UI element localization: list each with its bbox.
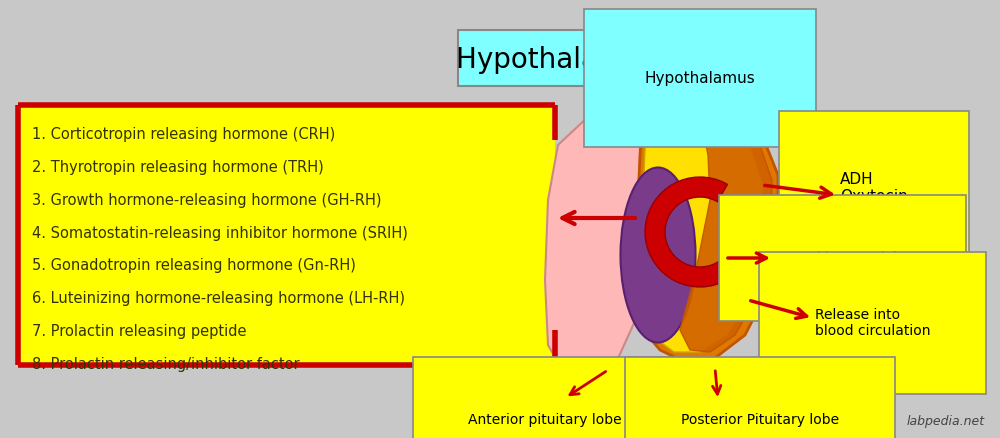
Polygon shape [635,100,778,362]
FancyBboxPatch shape [458,30,802,86]
Text: Stored in post. lobe: Stored in post. lobe [775,251,910,265]
Text: Release into
blood circulation: Release into blood circulation [815,308,930,338]
Text: Anterior pituitary lobe: Anterior pituitary lobe [468,413,622,427]
Polygon shape [660,100,695,130]
Text: Hypothalamus: Hypothalamus [645,71,755,85]
Text: 6. Luteinizing hormone-releasing hormone (LH-RH): 6. Luteinizing hormone-releasing hormone… [32,291,405,306]
Text: 3. Growth hormone-releasing hormone (GH-RH): 3. Growth hormone-releasing hormone (GH-… [32,193,382,208]
Text: 5. Gonadotropin releasing hormone (Gn-RH): 5. Gonadotropin releasing hormone (Gn-RH… [32,258,356,273]
Text: 7. Prolactin releasing peptide: 7. Prolactin releasing peptide [32,324,246,339]
Text: ADH
Oxytocin: ADH Oxytocin [840,172,908,204]
Text: 4. Somatostatin-releasing inhibitor hormone (SRIH): 4. Somatostatin-releasing inhibitor horm… [32,226,408,240]
FancyBboxPatch shape [18,105,555,365]
Polygon shape [680,115,772,352]
Polygon shape [710,375,750,395]
Polygon shape [645,177,748,287]
Polygon shape [555,380,600,400]
Text: Hypothalamus hormones: Hypothalamus hormones [456,46,804,74]
Polygon shape [545,105,665,385]
Polygon shape [640,110,763,352]
Ellipse shape [620,167,696,343]
Text: 8. Prolactin releasing/inhibitor factor: 8. Prolactin releasing/inhibitor factor [32,357,300,372]
Text: Posterior Pituitary lobe: Posterior Pituitary lobe [681,413,839,427]
Text: labpedia.net: labpedia.net [907,415,985,428]
Text: 1. Corticotropin releasing hormone (CRH): 1. Corticotropin releasing hormone (CRH) [32,127,335,142]
Text: 2. Thyrotropin releasing hormone (TRH): 2. Thyrotropin releasing hormone (TRH) [32,160,324,175]
